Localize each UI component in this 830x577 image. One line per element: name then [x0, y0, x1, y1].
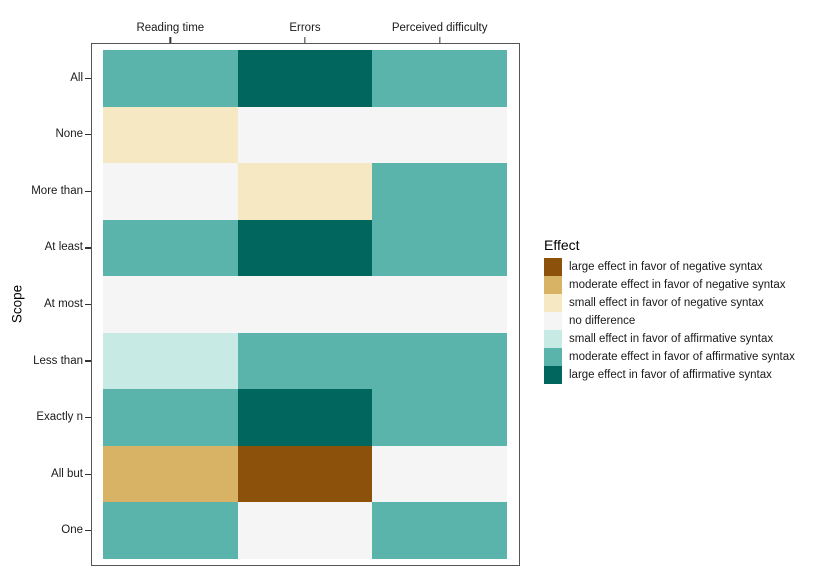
heatmap-cell-one-1	[103, 502, 238, 559]
heatmap-cell-at-most-1	[103, 276, 238, 333]
heatmap-cell-more-than-1	[103, 163, 238, 220]
legend-item-label: small effect in favor of negative syntax	[569, 297, 764, 309]
heatmap-cell-none-1	[103, 106, 238, 164]
legend-item: large effect in favor of affirmative syn…	[544, 366, 828, 384]
heatmap-cell-at-least-1	[103, 219, 238, 277]
heatmap-cell-at-least-2	[237, 219, 373, 277]
heatmap-cell-all-3	[372, 50, 507, 107]
legend-title: Effect	[544, 237, 580, 253]
legend-item: large effect in favor of negative syntax	[544, 258, 828, 276]
legend-item-label: small effect in favor of affirmative syn…	[569, 333, 774, 345]
y-tick-label: At most	[44, 298, 83, 310]
y-tick-mark	[85, 473, 91, 475]
legend: Effect large effect in favor of negative…	[544, 236, 828, 384]
x-tick-label: Errors	[289, 22, 321, 34]
y-tick-mark	[85, 303, 91, 306]
legend-item: moderate effect in favor of affirmative …	[544, 348, 828, 366]
x-tick-mark	[304, 37, 306, 43]
y-tick-label: All but	[51, 467, 83, 480]
legend-key-swatch	[544, 330, 562, 348]
y-tick-label: None	[55, 128, 84, 141]
heatmap-cell-more-than-3	[372, 163, 507, 220]
y-tick-mark	[85, 190, 91, 193]
heatmap-cell-less-than-1	[103, 332, 238, 390]
legend-item: small effect in favor of affirmative syn…	[544, 330, 828, 348]
legend-item: small effect in favor of negative syntax	[544, 294, 828, 312]
y-axis-title: Scope	[9, 284, 25, 324]
legend-item-label: large effect in favor of affirmative syn…	[569, 369, 772, 381]
legend-item: moderate effect in favor of negative syn…	[544, 276, 828, 294]
legend-items: large effect in favor of negative syntax…	[544, 258, 828, 384]
heatmap-cell-exactly-n-1	[103, 389, 238, 446]
legend-key-swatch	[544, 294, 562, 312]
legend-item-label: moderate effect in favor of affirmative …	[569, 351, 795, 363]
heatmap-cell-less-than-3	[372, 332, 507, 390]
heatmap-cell-at-most-2	[237, 276, 373, 333]
legend-key-swatch	[544, 348, 562, 366]
y-tick-mark	[85, 416, 91, 419]
heatmap-cell-all-but-1	[103, 445, 238, 503]
y-tick-label: More than	[31, 184, 83, 197]
legend-item-label: no difference	[569, 315, 636, 327]
heatmap-cell-one-3	[372, 502, 507, 559]
heatmap-cell-all-but-3	[372, 445, 507, 503]
y-tick-label: One	[61, 524, 83, 537]
heatmap-cell-none-3	[372, 106, 507, 164]
legend-key-swatch	[544, 366, 562, 384]
heatmap-cell-one-2	[237, 502, 373, 559]
y-tick-mark	[85, 134, 91, 136]
heatmap-cell-none-2	[237, 106, 373, 164]
heatmap-grid	[103, 50, 507, 559]
y-tick-label: At least	[44, 241, 83, 254]
legend-item: no difference	[544, 312, 828, 330]
heatmap-cell-exactly-n-2	[237, 389, 373, 446]
y-tick-mark	[85, 360, 91, 362]
y-tick-mark	[85, 530, 91, 532]
y-tick-label: Less than	[33, 354, 83, 367]
legend-item-label: moderate effect in favor of negative syn…	[569, 279, 786, 291]
heatmap-cell-at-least-3	[372, 219, 507, 277]
x-tick-mark	[439, 37, 441, 43]
heatmap-cell-at-most-3	[372, 276, 507, 333]
x-tick-label: Perceived difficulty	[391, 22, 488, 34]
y-tick-mark	[85, 247, 91, 249]
y-tick-mark	[85, 77, 91, 79]
legend-key-swatch	[544, 276, 562, 294]
heatmap-cell-all-but-2	[237, 445, 373, 503]
heatmap-cell-all-1	[103, 50, 238, 107]
legend-key-swatch	[544, 258, 562, 276]
heatmap-cell-less-than-2	[237, 332, 373, 390]
x-tick-mark	[169, 37, 171, 43]
y-tick-label: Exactly n	[36, 411, 83, 424]
heatmap-cell-more-than-2	[237, 163, 373, 220]
legend-key-swatch	[544, 312, 562, 330]
heatmap-cell-exactly-n-3	[372, 389, 507, 446]
heatmap-cell-all-2	[237, 50, 373, 107]
x-tick-label: Reading time	[136, 22, 205, 34]
y-tick-label: All	[70, 71, 83, 84]
legend-item-label: large effect in favor of negative syntax	[569, 261, 763, 273]
